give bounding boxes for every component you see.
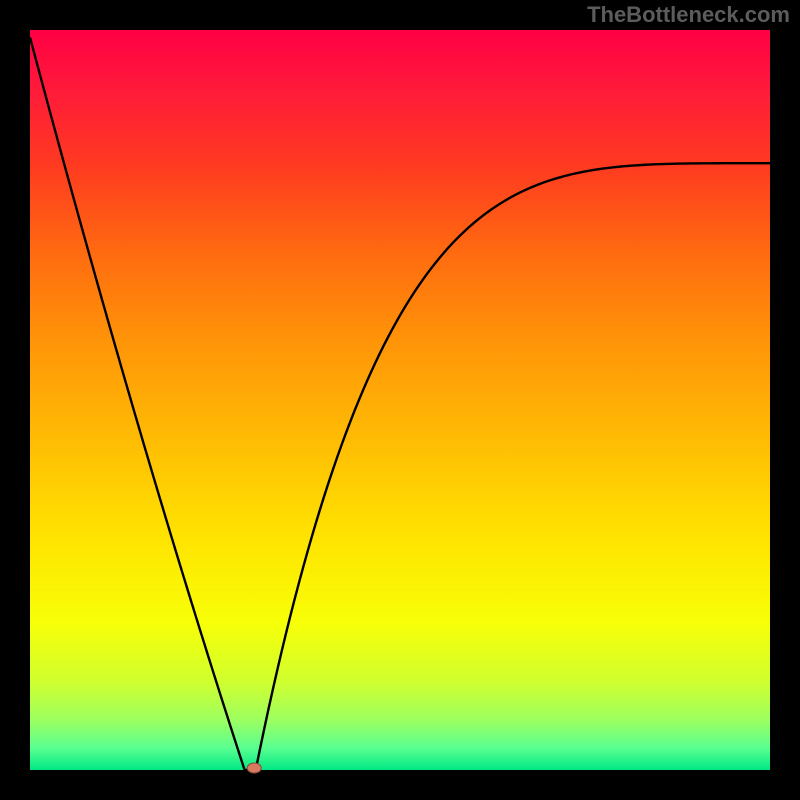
- bottleneck-chart: TheBottleneck.com: [0, 0, 800, 800]
- chart-svg: [0, 0, 800, 800]
- watermark-text: TheBottleneck.com: [587, 2, 790, 28]
- optimal-marker: [247, 763, 261, 773]
- plot-background: [30, 30, 770, 770]
